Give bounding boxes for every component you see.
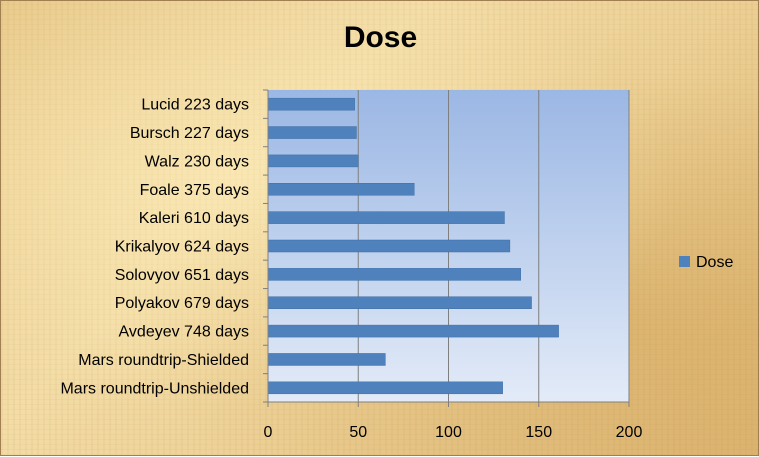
x-tick-label: 150: [525, 424, 552, 441]
legend: Dose: [679, 254, 733, 271]
x-tick-label: 200: [616, 424, 643, 441]
bar: [267, 353, 386, 366]
category-label: Solovyov 651 days: [115, 267, 249, 284]
bar: [267, 239, 511, 253]
bar: [267, 296, 532, 309]
category-label: Polyakov 679 days: [115, 295, 249, 312]
category-label: Kaleri 610 days: [139, 210, 249, 227]
chart-title: Dose: [343, 21, 418, 54]
axes: [263, 89, 630, 407]
legend-label: Dose: [696, 254, 733, 271]
x-tick-label: 50: [349, 424, 367, 441]
bar: [267, 97, 355, 111]
category-label: Walz 230 days: [145, 153, 249, 170]
category-label: Lucid 223 days: [141, 97, 249, 114]
bar: [267, 211, 505, 224]
bar: [267, 183, 415, 196]
bar: [267, 154, 359, 168]
x-tick-label: 100: [435, 424, 462, 441]
category-label: Mars roundtrip-Unshielded: [60, 380, 249, 397]
bar: [267, 126, 357, 139]
category-label: Krikalyov 624 days: [115, 239, 249, 256]
x-tick-label: 0: [264, 424, 273, 441]
legend-swatch: [679, 256, 690, 267]
category-label: Mars roundtrip-Shielded: [78, 352, 249, 369]
category-label: Foale 375 days: [140, 182, 249, 199]
bar: [267, 268, 521, 281]
bar: [267, 381, 503, 395]
category-label: Avdeyev 748 days: [119, 324, 249, 341]
bar: [267, 324, 559, 338]
x-tick-labels: 0 50 100 150 200: [264, 424, 643, 441]
bars: [267, 97, 559, 395]
category-labels: Lucid 223 days Bursch 227 days Walz 230 da…: [60, 97, 249, 398]
category-label: Bursch 227 days: [130, 125, 249, 142]
